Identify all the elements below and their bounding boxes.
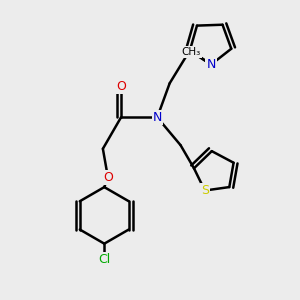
Text: N: N <box>206 58 216 71</box>
Text: CH₃: CH₃ <box>182 47 201 57</box>
Text: Cl: Cl <box>98 254 110 266</box>
Text: S: S <box>201 184 209 197</box>
Text: O: O <box>103 171 113 184</box>
Text: N: N <box>153 111 162 124</box>
Text: O: O <box>116 80 126 93</box>
